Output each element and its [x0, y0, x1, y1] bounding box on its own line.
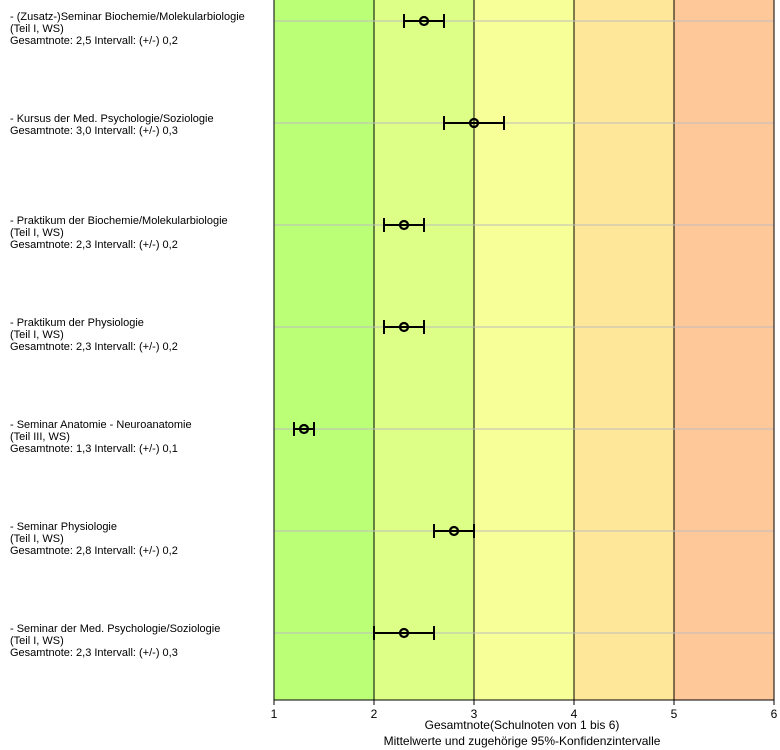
x-tick-label: 1: [271, 707, 278, 721]
category-label-line: - (Zusatz-)Seminar Biochemie/Molekularbi…: [10, 11, 245, 23]
category-label-line: Gesamtnote: 2,3 Intervall: (+/-) 0,2: [10, 239, 178, 251]
category-label-line: (Teil I, WS): [10, 227, 64, 239]
category-label-line: Gesamtnote: 1,3 Intervall: (+/-) 0,1: [10, 443, 178, 455]
category-label-line: (Teil I, WS): [10, 533, 64, 545]
grade-band-3: [474, 0, 574, 700]
x-tick-label: 5: [671, 707, 678, 721]
grade-bands: [274, 0, 774, 700]
category-label-line: (Teil I, WS): [10, 329, 64, 341]
mean-point: [398, 219, 410, 231]
category-labels: - (Zusatz-)Seminar Biochemie/Molekularbi…: [10, 11, 245, 659]
x-tick-label: 4: [571, 707, 578, 721]
category-label-line: Gesamtnote: 2,5 Intervall: (+/-) 0,2: [10, 35, 178, 47]
category-label-line: Gesamtnote: 2,3 Intervall: (+/-) 0,3: [10, 647, 178, 659]
category-label-line: (Teil I, WS): [10, 635, 64, 647]
category-label-line: (Teil III, WS): [10, 431, 70, 443]
mean-point: [468, 117, 480, 129]
category-label-line: - Seminar Physiologie: [10, 521, 117, 533]
category-label-line: - Praktikum der Physiologie: [10, 317, 144, 329]
category-label-line: - Kursus der Med. Psychologie/Soziologie: [10, 113, 214, 125]
category-label-line: Gesamtnote: 2,3 Intervall: (+/-) 0,2: [10, 341, 178, 353]
category-label-line: - Praktikum der Biochemie/Molekularbiolo…: [10, 215, 228, 227]
grid-lines: [274, 0, 774, 700]
mean-point: [448, 525, 460, 537]
x-axis-title: Gesamtnote(Schulnoten von 1 bis 6): [425, 718, 620, 732]
error-bars: [293, 14, 505, 640]
grade-band-4: [574, 0, 674, 700]
category-label-line: Gesamtnote: 2,8 Intervall: (+/-) 0,2: [10, 545, 178, 557]
x-axis: 1 2 3 4 5 6: [271, 0, 778, 721]
category-label-line: - Seminar der Med. Psychologie/Soziologi…: [10, 623, 220, 635]
x-tick-label: 2: [371, 707, 378, 721]
mean-point: [418, 15, 430, 27]
mean-point: [398, 321, 410, 333]
x-tick-label: 3: [471, 707, 478, 721]
x-axis-subtitle: Mittelwerte und zugehörige 95%-Konfidenz…: [384, 734, 661, 748]
grade-band-5: [674, 0, 774, 700]
category-label-line: (Teil I, WS): [10, 23, 64, 35]
x-tick-label: 6: [771, 707, 778, 721]
mean-point: [398, 627, 410, 639]
grade-band-2: [374, 0, 474, 700]
grade-band-1: [274, 0, 374, 700]
category-label-line: - Seminar Anatomie - Neuroanatomie: [10, 419, 192, 431]
category-label-line: Gesamtnote: 3,0 Intervall: (+/-) 0,3: [10, 125, 178, 137]
mean-point: [298, 423, 310, 435]
